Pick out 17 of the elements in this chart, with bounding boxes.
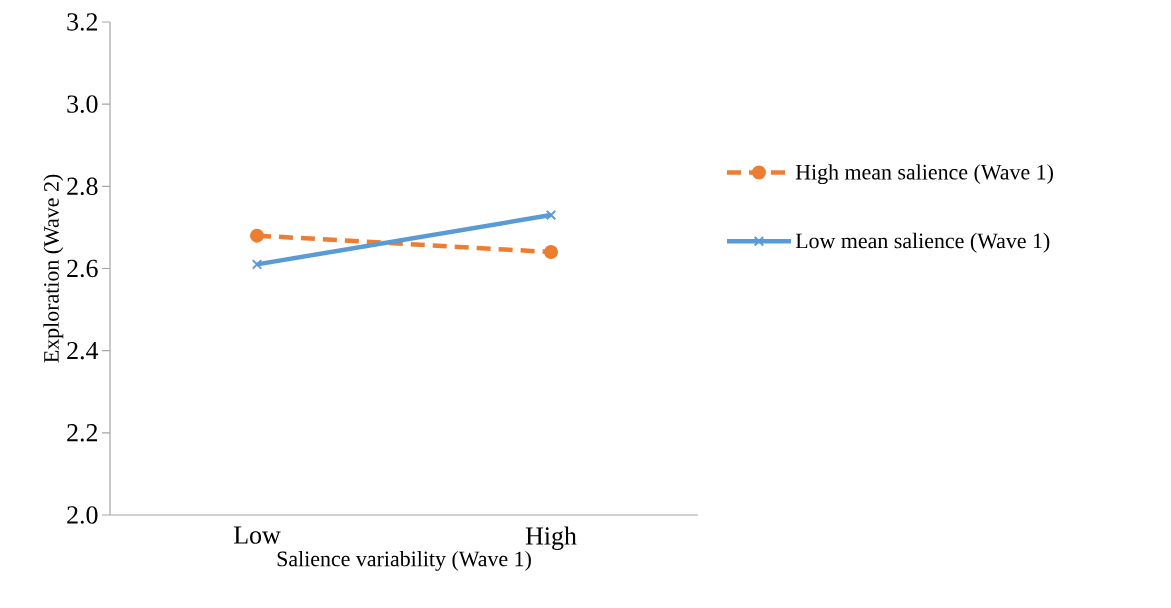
y-tick-label: 2.4	[67, 341, 99, 360]
y-tick-label: 2.6	[67, 259, 98, 278]
point	[544, 245, 559, 260]
y-axis-title: Exploration (Wave 2)	[43, 174, 64, 363]
y-tick-label: 2.0	[67, 506, 98, 524]
x-tick-label: High	[525, 526, 577, 551]
y-tick-label: 3.2	[67, 13, 98, 31]
legend-label: Low mean salience (Wave 1)	[795, 232, 1050, 253]
legend-label: High mean salience (Wave 1)	[795, 164, 1053, 185]
y-tick-label: 2.2	[67, 424, 98, 442]
y-tick-label: 3.0	[67, 95, 98, 113]
x-axis-title: Salience variability (Wave 1)	[277, 550, 531, 571]
point	[251, 259, 263, 270]
x-tick-label: Low	[234, 526, 281, 544]
point	[545, 209, 557, 221]
y-tick-label: 2.8	[67, 177, 98, 196]
point	[250, 228, 264, 243]
